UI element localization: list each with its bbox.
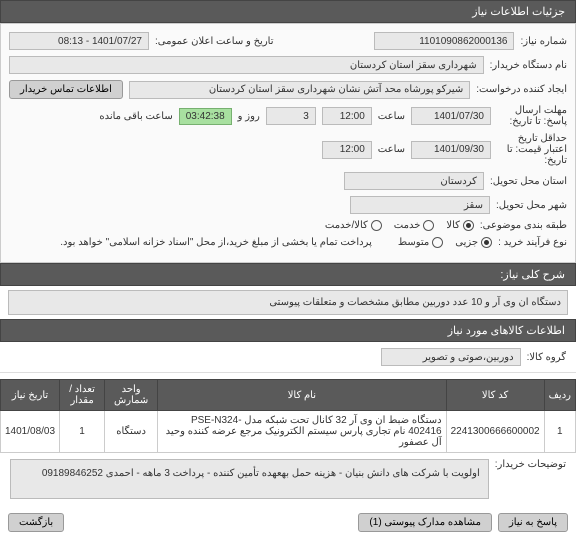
announce-label: تاریخ و ساعت اعلان عمومی:	[155, 36, 274, 47]
day-label: روز و	[238, 111, 260, 122]
city-label: شهر محل تحویل:	[496, 200, 567, 211]
remain-time-field: 03:42:38	[179, 108, 232, 125]
td-unit: دستگاه	[105, 411, 158, 453]
time-label-2: ساعت	[378, 144, 405, 155]
radio-service[interactable]: خدمت	[394, 220, 435, 231]
payment-note: پرداخت تمام یا بخشی از مبلغ خرید،از محل …	[60, 237, 372, 248]
radio-partial-label: جزیی	[455, 237, 478, 248]
process-label: نوع فرآیند خرید :	[498, 237, 567, 248]
main-container: جزئیات اطلاعات نیاز شماره نیاز: 11010908…	[0, 0, 576, 540]
need-desc-box: دستگاه ان وی آر و 10 عدد دوربین مطابق مش…	[8, 290, 568, 315]
buyer-label: نام دستگاه خریدار:	[490, 60, 567, 71]
radio-both-label: کالا/خدمت	[325, 220, 368, 231]
row-process: نوع فرآیند خرید : جزیی متوسط پرداخت تمام…	[9, 237, 567, 248]
row-deadline: مهلت ارسال پاسخ: تا تاریخ: 1401/07/30 سا…	[9, 105, 567, 127]
td-code: 2241300666600002	[446, 411, 544, 453]
row-need-number: شماره نیاز: 1101090862000136 تاریخ و ساع…	[9, 32, 567, 50]
radio-dot-icon	[432, 237, 443, 248]
goods-table: ردیف کد کالا نام کالا واحد شمارش تعداد /…	[0, 379, 576, 453]
notes-box: اولویت با شرکت های دانش بنیان - هزینه حم…	[10, 459, 489, 499]
td-qty: 1	[60, 411, 105, 453]
row-requester: ایجاد کننده درخواست: شیرکو پورشاه محد آت…	[9, 80, 567, 99]
footer-buttons: پاسخ به نیاز مشاهده مدارک پیوستی (1) باز…	[0, 505, 576, 540]
td-row: 1	[544, 411, 575, 453]
need-desc-title: شرح کلی نیاز:	[0, 263, 576, 286]
time-label-1: ساعت	[378, 111, 405, 122]
table-header-row: ردیف کد کالا نام کالا واحد شمارش تعداد /…	[1, 380, 576, 411]
buyer-field: شهرداری سقز استان کردستان	[9, 56, 484, 74]
row-goods-group: گروه کالا: دوربین،صوتی و تصویر	[0, 342, 576, 373]
th-unit: واحد شمارش	[105, 380, 158, 411]
th-date: تاریخ نیاز	[1, 380, 60, 411]
page-header: جزئیات اطلاعات نیاز	[0, 0, 576, 23]
days-remain-field: 3	[266, 107, 316, 125]
goods-section-title: اطلاعات کالاهای مورد نیاز	[0, 319, 576, 342]
city-field: سقز	[350, 196, 490, 214]
validity-date-field: 1401/09/30	[411, 141, 491, 159]
notes-label: توضیحات خریدار:	[495, 459, 566, 470]
group-field: دوربین،صوتی و تصویر	[381, 348, 521, 366]
th-row: ردیف	[544, 380, 575, 411]
th-qty: تعداد / مقدار	[60, 380, 105, 411]
table-row: 1 2241300666600002 دستگاه ضبط ان وی آر 3…	[1, 411, 576, 453]
province-label: استان محل تحویل:	[490, 176, 567, 187]
reply-button[interactable]: پاسخ به نیاز	[498, 513, 568, 532]
th-name: نام کالا	[158, 380, 446, 411]
row-city: شهر محل تحویل: سقز	[9, 196, 567, 214]
row-category: طبقه بندی موضوعی: کالا خدمت کالا/خدمت	[9, 220, 567, 231]
radio-both[interactable]: کالا/خدمت	[325, 220, 382, 231]
radio-dot-icon	[463, 220, 474, 231]
deadline-date-field: 1401/07/30	[411, 107, 491, 125]
td-date: 1401/08/03	[1, 411, 60, 453]
radio-medium[interactable]: متوسط	[398, 237, 443, 248]
attachments-button[interactable]: مشاهده مدارک پیوستی (1)	[358, 513, 492, 532]
radio-goods[interactable]: کالا	[446, 220, 474, 231]
th-code: کد کالا	[446, 380, 544, 411]
radio-dot-icon	[481, 237, 492, 248]
process-radio-group: جزیی متوسط	[398, 237, 492, 248]
category-label: طبقه بندی موضوعی:	[480, 220, 567, 231]
remain-label: ساعت باقی مانده	[99, 111, 172, 122]
row-buyer: نام دستگاه خریدار: شهرداری سقز استان کرد…	[9, 56, 567, 74]
province-field: کردستان	[344, 172, 484, 190]
radio-service-label: خدمت	[394, 220, 421, 231]
validity-label: حداقل تاریخ اعتبار قیمت: تا تاریخ:	[497, 133, 567, 166]
row-validity: حداقل تاریخ اعتبار قیمت: تا تاریخ: 1401/…	[9, 133, 567, 166]
back-button[interactable]: بازگشت	[8, 513, 64, 532]
group-label: گروه کالا:	[527, 352, 566, 363]
requester-field: شیرکو پورشاه محد آتش نشان شهرداری سقز اس…	[129, 81, 470, 99]
radio-medium-label: متوسط	[398, 237, 429, 248]
deadline-time-field: 12:00	[322, 107, 372, 125]
header-title: جزئیات اطلاعات نیاز	[472, 6, 565, 18]
need-no-label: شماره نیاز:	[520, 36, 567, 47]
contact-buyer-button[interactable]: اطلاعات تماس خریدار	[9, 80, 123, 99]
row-province: استان محل تحویل: کردستان	[9, 172, 567, 190]
radio-goods-label: کالا	[446, 220, 460, 231]
radio-dot-icon	[371, 220, 382, 231]
radio-partial[interactable]: جزیی	[455, 237, 492, 248]
info-section: شماره نیاز: 1101090862000136 تاریخ و ساع…	[0, 23, 576, 263]
validity-time-field: 12:00	[322, 141, 372, 159]
need-no-field: 1101090862000136	[374, 32, 514, 50]
category-radio-group: کالا خدمت کالا/خدمت	[325, 220, 474, 231]
requester-label: ایجاد کننده درخواست:	[476, 84, 567, 95]
deadline-label: مهلت ارسال پاسخ: تا تاریخ:	[497, 105, 567, 127]
radio-dot-icon	[423, 220, 434, 231]
td-name: دستگاه ضبط ان وی آر 32 کانال تحت شبکه مد…	[158, 411, 446, 453]
announce-field: 1401/07/27 - 08:13	[9, 32, 149, 50]
row-notes: توضیحات خریدار: اولویت با شرکت های دانش …	[0, 453, 576, 499]
